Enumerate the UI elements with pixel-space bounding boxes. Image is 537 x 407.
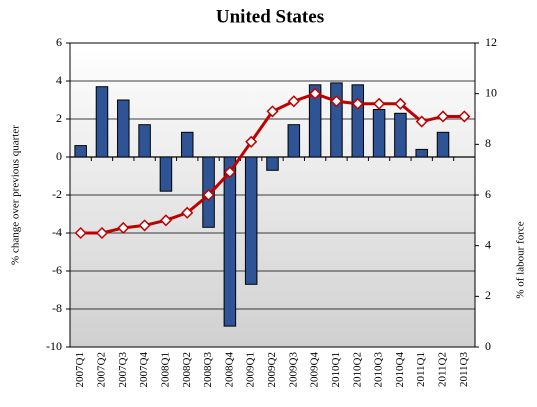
x-tick-label: 2007Q3 <box>117 352 129 388</box>
bar <box>436 131 450 158</box>
bar <box>95 86 109 158</box>
x-tick-label: 2008Q2 <box>181 352 193 387</box>
marker <box>74 226 87 240</box>
y-axis-label: % change over previous quarter <box>10 125 22 265</box>
chart-title: United States <box>216 6 324 27</box>
marker <box>309 87 322 100</box>
x-tick-label: 2007Q1 <box>74 352 86 387</box>
y2-tick-label: 2 <box>485 288 491 302</box>
bar <box>308 84 322 158</box>
x-tick-label: 2008Q4 <box>223 352 235 388</box>
y2-axis-label: % of labour force <box>515 221 527 298</box>
marker <box>373 97 386 110</box>
y-tick-label: -8 <box>52 301 62 315</box>
x-tick-label: 2009Q1 <box>245 352 257 387</box>
x-tick-label: 2010Q4 <box>394 352 406 388</box>
bar <box>244 156 258 285</box>
bar <box>74 145 87 158</box>
bar <box>180 131 194 158</box>
y2-tick-label: 8 <box>485 136 491 150</box>
marker <box>394 97 407 110</box>
x-tick-label: 2007Q2 <box>96 352 108 387</box>
marker <box>436 110 450 123</box>
y-tick-label: -4 <box>52 225 62 239</box>
x-tick-label: 2010Q3 <box>373 352 385 388</box>
y-tick-label: 6 <box>56 35 62 49</box>
y2-tick-label: 10 <box>485 85 497 99</box>
bar <box>394 112 407 158</box>
marker <box>202 188 215 202</box>
y2-tick-label: 6 <box>485 187 491 201</box>
bar <box>330 82 343 158</box>
bar <box>287 124 301 158</box>
marker <box>266 105 279 118</box>
y-tick-label: 4 <box>56 73 62 87</box>
marker <box>138 219 151 232</box>
marker <box>458 110 471 123</box>
y2-tick-label: 4 <box>485 237 491 251</box>
bar <box>415 148 428 158</box>
x-tick-label: 2009Q3 <box>287 352 299 388</box>
x-tick-label: 2010Q1 <box>330 352 342 387</box>
marker <box>330 95 343 108</box>
bar <box>117 99 130 158</box>
marker <box>287 95 300 108</box>
x-tick-label: 2007Q4 <box>138 352 150 388</box>
bar <box>138 124 151 158</box>
bar <box>266 156 279 171</box>
y2-tick-label: 0 <box>485 339 491 353</box>
marker <box>159 214 172 227</box>
marker <box>415 115 428 128</box>
bar <box>223 156 237 327</box>
x-tick-label: 2011Q3 <box>458 352 470 388</box>
y2-tick-label: 12 <box>485 35 497 49</box>
y-tick-label: -2 <box>52 187 62 201</box>
marker <box>351 97 364 110</box>
bar <box>351 84 365 158</box>
y-tick-label: 0 <box>56 149 62 163</box>
x-tick-label: 2009Q2 <box>266 352 278 387</box>
y-tick-label: -10 <box>46 339 62 353</box>
bar <box>372 109 386 158</box>
marker <box>223 166 236 179</box>
marker <box>245 135 258 148</box>
marker <box>117 221 130 234</box>
y-tick-label: 2 <box>56 111 62 125</box>
x-tick-label: 2010Q2 <box>351 352 363 387</box>
x-tick-label: 2009Q4 <box>309 352 321 388</box>
marker <box>181 206 194 219</box>
x-tick-label: 2008Q1 <box>159 352 171 387</box>
bar <box>159 156 173 192</box>
marker <box>95 226 109 240</box>
x-tick-label: 2011Q2 <box>437 352 449 387</box>
y-tick-label: -6 <box>52 263 62 277</box>
x-tick-label: 2008Q3 <box>202 352 214 388</box>
x-tick-label: 2011Q1 <box>415 352 427 387</box>
